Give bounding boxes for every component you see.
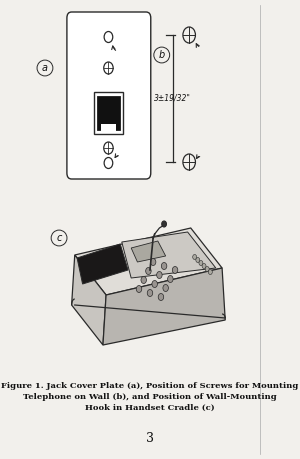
- Text: Telephone on Wall (b), and Position of Wall-Mounting: Telephone on Wall (b), and Position of W…: [23, 393, 277, 401]
- Circle shape: [147, 290, 153, 297]
- Text: Figure 1. Jack Cover Plate (a), Position of Screws for Mounting: Figure 1. Jack Cover Plate (a), Position…: [1, 382, 299, 390]
- Polygon shape: [122, 232, 216, 278]
- Text: 3±19/32": 3±19/32": [154, 94, 191, 102]
- Polygon shape: [131, 241, 166, 262]
- FancyArrowPatch shape: [112, 46, 116, 50]
- Bar: [100, 124, 116, 131]
- FancyBboxPatch shape: [67, 12, 151, 179]
- Polygon shape: [103, 268, 225, 345]
- Polygon shape: [75, 228, 222, 295]
- Text: Hook in Handset Cradle (c): Hook in Handset Cradle (c): [85, 404, 215, 412]
- Text: a: a: [42, 63, 48, 73]
- Text: c: c: [56, 233, 62, 243]
- Circle shape: [104, 157, 113, 168]
- Circle shape: [199, 261, 203, 265]
- Circle shape: [104, 62, 113, 74]
- Circle shape: [161, 263, 167, 269]
- Circle shape: [104, 32, 113, 43]
- Bar: [97, 96, 120, 130]
- Circle shape: [146, 268, 151, 274]
- Text: 3: 3: [146, 432, 154, 445]
- Circle shape: [183, 27, 195, 43]
- Bar: [94, 92, 123, 134]
- Circle shape: [141, 276, 146, 284]
- FancyArrowPatch shape: [196, 44, 199, 47]
- Text: b: b: [159, 50, 165, 60]
- Circle shape: [158, 293, 164, 301]
- Circle shape: [172, 267, 178, 274]
- Circle shape: [150, 258, 156, 265]
- Polygon shape: [77, 244, 128, 284]
- Circle shape: [152, 280, 158, 287]
- Circle shape: [163, 285, 168, 291]
- Circle shape: [202, 263, 206, 269]
- FancyArrowPatch shape: [196, 155, 200, 158]
- Circle shape: [183, 154, 195, 170]
- Circle shape: [205, 267, 209, 272]
- Circle shape: [162, 221, 167, 227]
- Polygon shape: [72, 255, 106, 345]
- Circle shape: [193, 254, 196, 259]
- Circle shape: [104, 142, 113, 154]
- Circle shape: [208, 269, 212, 274]
- Circle shape: [168, 275, 173, 282]
- Circle shape: [196, 257, 200, 263]
- Circle shape: [157, 272, 162, 279]
- Circle shape: [136, 285, 142, 292]
- FancyArrowPatch shape: [115, 154, 118, 157]
